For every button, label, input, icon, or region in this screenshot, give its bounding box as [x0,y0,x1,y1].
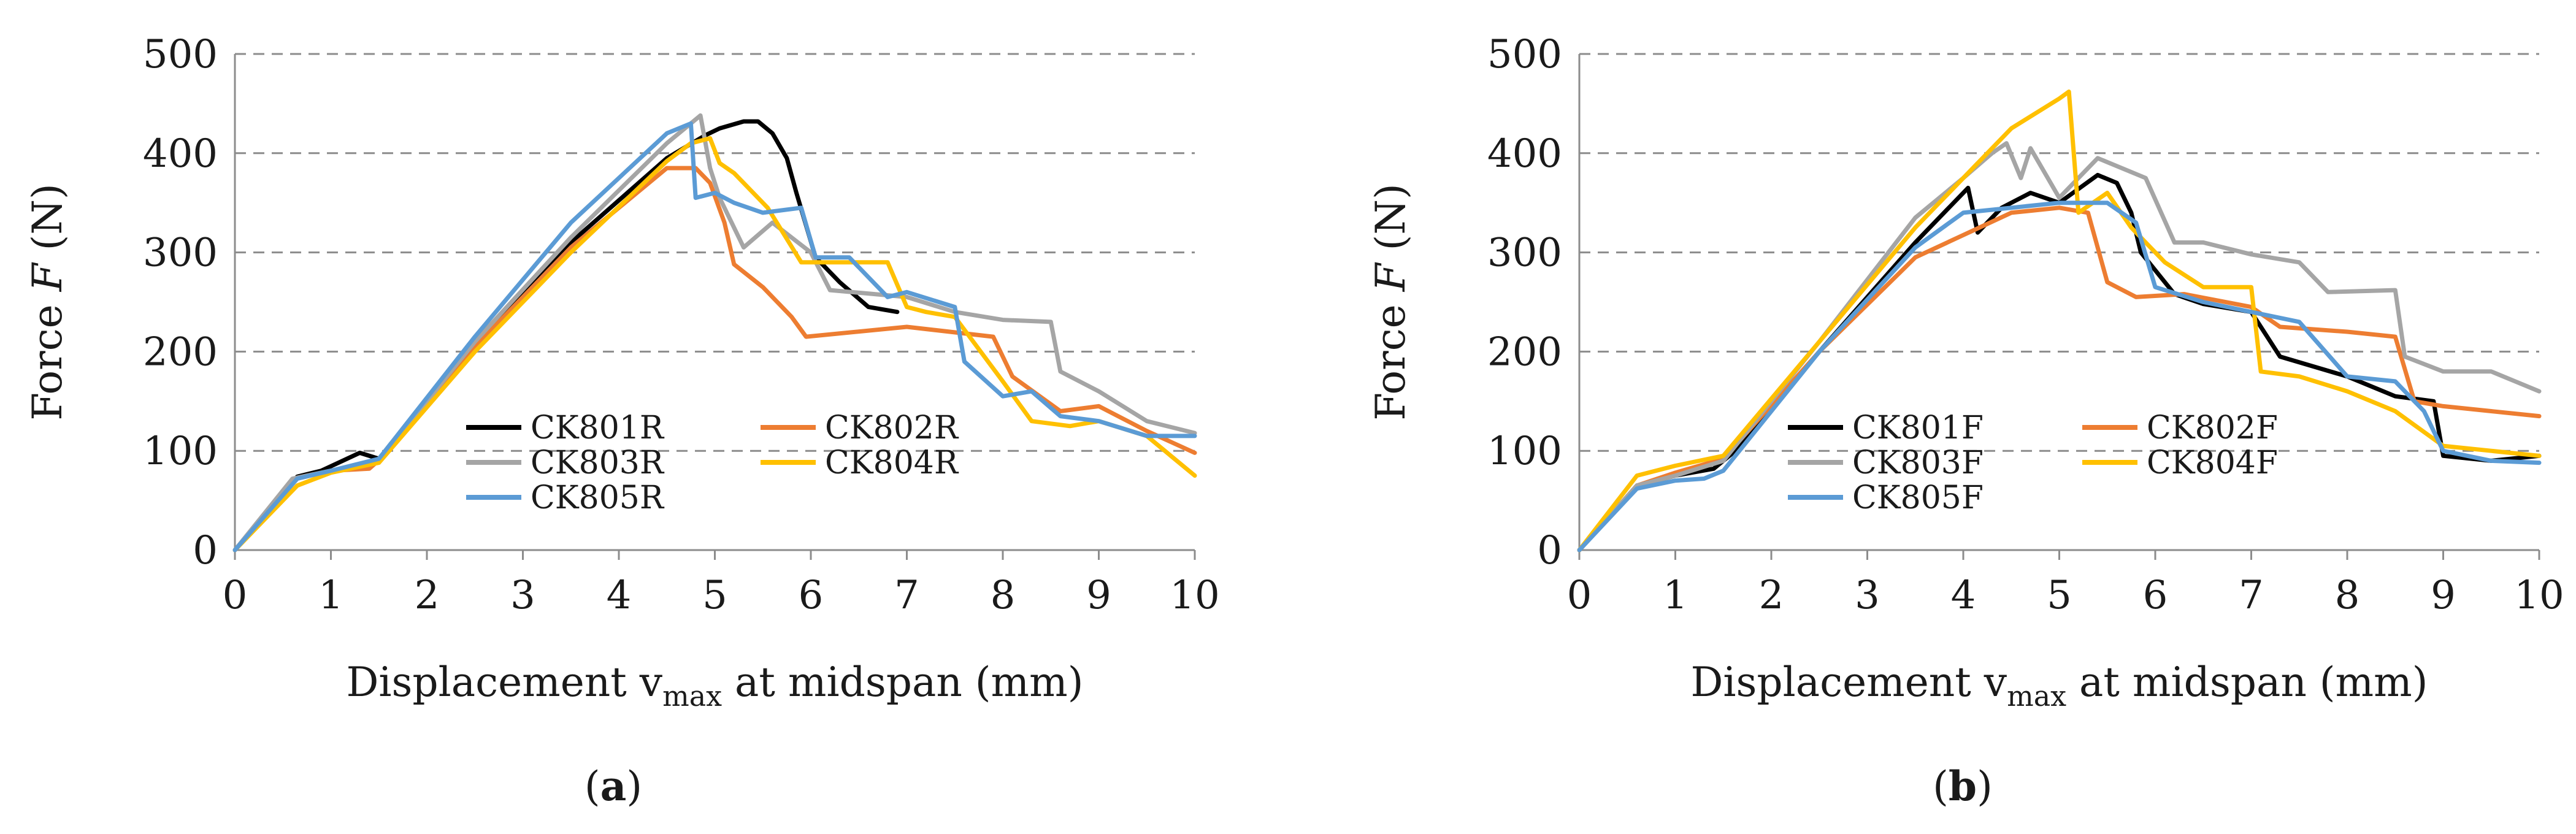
x-tick-label: 10 [1170,573,1219,618]
y-axis-label: Force F (N) [24,183,71,421]
legend-label: CK802R [825,410,959,446]
series-line-ck804r [232,136,1197,553]
legend-item: CK805F [1788,480,1984,516]
x-tick-label: 3 [510,573,535,618]
x-tick-label: 4 [1951,573,1976,618]
y-axis-label-unit: (N) [1367,183,1414,263]
x-tick-label: 4 [607,573,632,618]
x-tick-label: 2 [415,573,440,618]
legend-label: CK805F [1852,480,1984,516]
legend-item: CK802R [761,410,959,446]
y-tick-label: 200 [1487,329,1562,375]
series-line-ck802r [232,166,1197,553]
series-line-ck802f [1577,205,2542,553]
x-tick-label: 0 [1567,573,1592,618]
x-tick-label: 5 [2047,573,2072,618]
legend-label: CK802F [2147,410,2278,446]
x-tick-label: 1 [318,573,343,618]
x-axis-label-suffix: at midspan (mm) [2066,659,2428,706]
legend-label: CK804R [825,445,959,481]
y-axis-label-text: Force [1367,291,1414,420]
y-tick-label: 100 [143,429,218,474]
panel-label: (a) [585,762,642,810]
legend-label: CK803R [531,445,665,481]
legend-label: CK805R [531,480,665,516]
legend: CK801R CK802R CK803R CK804R CK805R [466,410,959,516]
y-tick-label: 200 [143,329,218,375]
x-tick-label: 7 [2239,573,2264,618]
x-tick-label: 6 [2143,573,2168,618]
legend-item: CK804R [761,445,959,481]
series-line-ck803r [232,113,1197,553]
y-tick-label: 300 [143,231,218,276]
series-line-ck804f [1577,90,2542,553]
legend-item: CK801F [1788,410,1984,446]
x-tick-label: 8 [2335,573,2360,618]
legend-label: CK801F [1852,410,1984,446]
x-tick-label: 6 [799,573,824,618]
y-axis-label-unit: (N) [24,183,71,263]
series-line-ck801f [1577,172,2542,553]
y-tick-label: 500 [143,32,218,77]
x-tick-label: 2 [1759,573,1784,618]
legend-label: CK803F [1852,445,1984,481]
x-axis-label-text: Displacement v [1691,659,2007,706]
y-tick-label: 0 [1537,528,1562,573]
x-axis-label: Displacement vmax at midspan (mm) [347,659,1084,713]
x-tick-label: 5 [702,573,727,618]
x-tick-label: 1 [1663,573,1688,618]
legend-item: CK805R [466,480,665,516]
y-axis-label-text: Force [24,291,71,420]
x-axis-label: Displacement vmax at midspan (mm) [1691,659,2428,713]
legend: CK801F CK802F CK803F CK804F CK805F [1788,410,2278,516]
legend-item: CK803R [466,445,665,481]
legend-item: CK803F [1788,445,1984,481]
panel-label-letter: b [1949,762,1977,810]
y-tick-label: 100 [1487,429,1562,474]
y-axis-label-variable: F [1367,262,1414,292]
x-tick-label: 0 [223,573,248,618]
legend-item: CK802F [2082,410,2278,446]
legend-label: CK804F [2147,445,2278,481]
y-tick-label: 400 [143,131,218,177]
y-tick-label: 400 [1487,131,1562,177]
x-axis-label-text: Displacement v [347,659,663,706]
x-tick-label: 8 [991,573,1016,618]
legend-item: CK801R [466,410,665,446]
y-tick-label: 300 [1487,231,1562,276]
y-tick-label: 500 [1487,32,1562,77]
x-axis-label-subscript: max [662,679,722,713]
x-tick-label: 10 [2514,573,2564,618]
x-tick-label: 9 [2431,573,2456,618]
x-tick-label: 9 [1086,573,1111,618]
x-axis-label-subscript: max [2007,679,2066,713]
x-tick-label: 3 [1855,573,1880,618]
y-axis-label: Force F (N) [1367,183,1414,421]
y-tick-label: 0 [193,528,218,573]
legend-item: CK804F [2082,445,2278,481]
series-line-ck805r [232,121,1197,553]
panel-label-letter: a [600,762,627,810]
x-axis-label-suffix: at midspan (mm) [722,659,1083,706]
y-axis-label-variable: F [24,262,71,292]
x-tick-label: 7 [894,573,919,618]
panel-label: (b) [1933,762,1993,810]
series-line-ck805f [1577,201,2542,553]
legend-label: CK801R [531,410,665,446]
